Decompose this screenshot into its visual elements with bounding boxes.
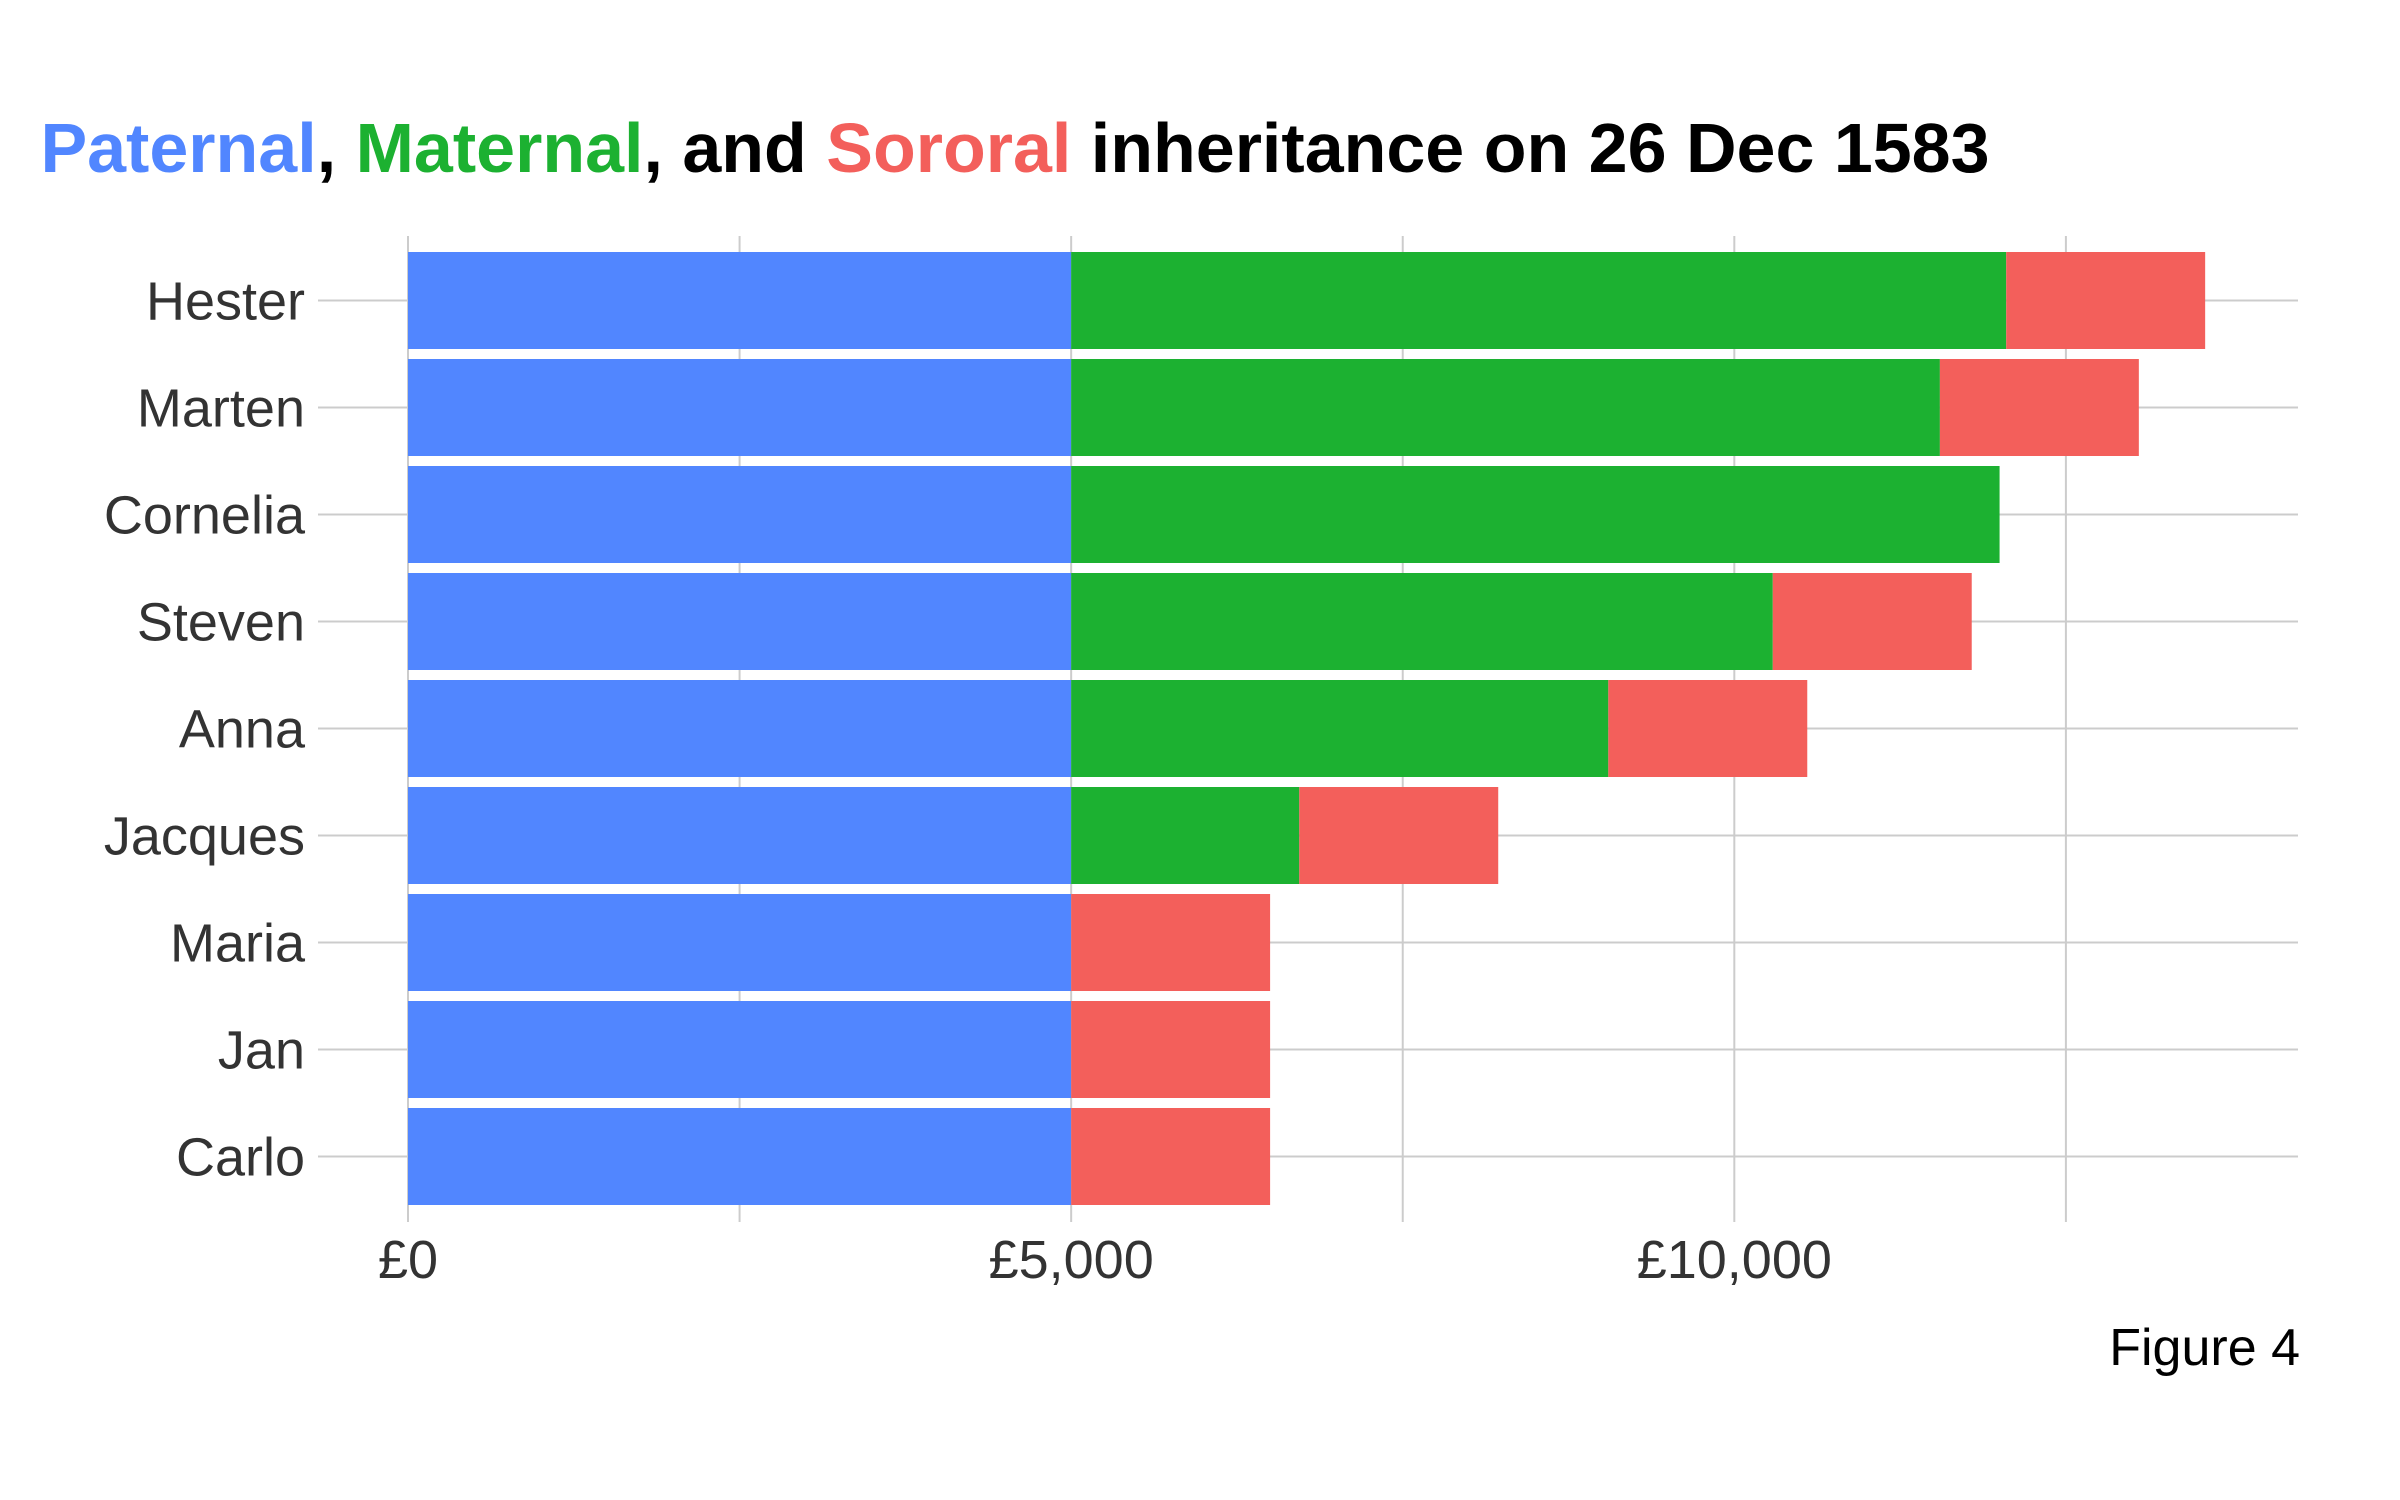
bar-paternal-cornelia [408,466,1072,563]
bar-paternal-marten [408,359,1072,456]
bar-sororal-maria [1071,894,1271,991]
figure-caption: Figure 4 [2109,1319,2300,1377]
bar-sororal-hester [2006,252,2206,349]
bar-sororal-marten [1939,359,2139,456]
bar-paternal-jacques [408,787,1072,884]
title-part-4: Sororal [826,109,1072,187]
y-tick-label: Cornelia [104,486,306,546]
y-tick-label: Jacques [104,807,305,867]
y-axis-labels: Hester Marten Cornelia Steven Anna Jacques Mar… [104,272,306,1188]
bar-sororal-jacques [1299,787,1499,884]
title-part-3: , and [643,109,827,187]
title-part-5: inheritance on 26 Dec 1583 [1071,109,1990,187]
y-tick-label: Carlo [176,1128,305,1188]
bar-maternal-cornelia [1071,466,2000,563]
bar-paternal-steven [408,573,1072,670]
bar-maternal-hester [1071,252,2007,349]
y-tick-label: Anna [179,700,306,760]
y-tick-label: Hester [146,272,305,332]
title-part-0: Paternal [40,109,317,187]
x-tick-label: £5,000 [989,1230,1154,1290]
bar-paternal-maria [408,894,1072,991]
title-part-2: Maternal [355,109,644,187]
x-tick-label: £10,000 [1637,1230,1832,1290]
bar-paternal-carlo [408,1108,1072,1205]
bar-maternal-marten [1071,359,1940,456]
chart-title: Paternal, Maternal, and Sororal inherita… [0,108,2030,188]
bar-paternal-hester [408,252,1072,349]
y-tick-label: Steven [137,593,305,653]
bar-maternal-anna [1071,680,1609,777]
bar-maternal-jacques [1071,787,1300,884]
bar-maternal-steven [1071,573,1773,670]
y-tick-label: Maria [170,914,306,974]
bar-sororal-carlo [1071,1108,1271,1205]
bar-sororal-anna [1608,680,1808,777]
bar-sororal-jan [1071,1001,1271,1098]
x-tick-label: £0 [378,1230,438,1290]
bar-sororal-steven [1772,573,1972,670]
bar-paternal-jan [408,1001,1072,1098]
title-part-1: , [316,109,356,187]
y-tick-label: Jan [218,1021,305,1081]
bar-paternal-anna [408,680,1072,777]
y-tick-label: Marten [137,379,305,439]
bars [408,252,2206,1205]
x-axis-labels: £0 £5,000 £10,000 [378,1230,1832,1290]
